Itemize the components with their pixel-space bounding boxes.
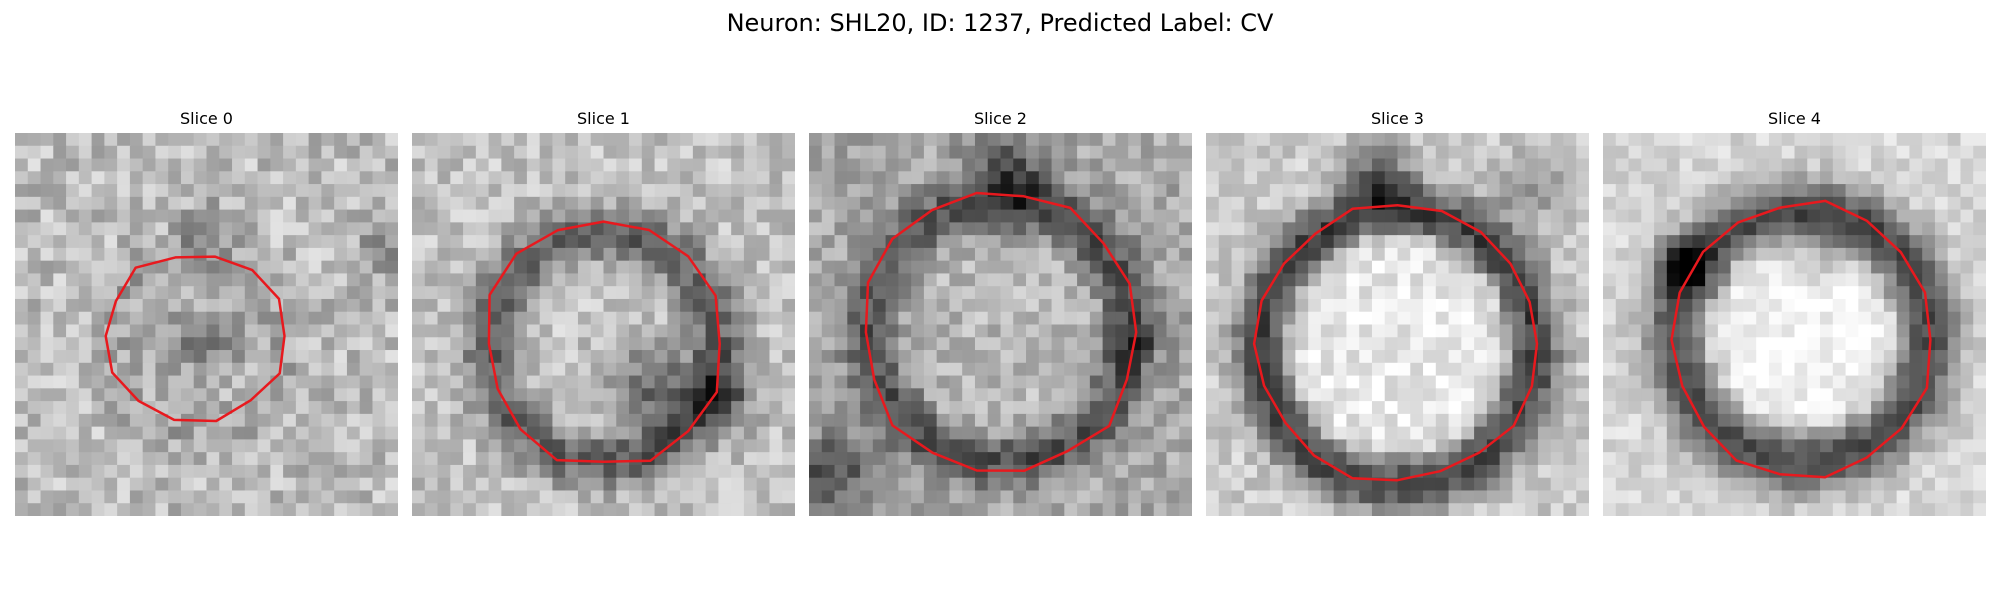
slice-image-1 [412, 133, 795, 516]
slice-title-2: Slice 2 [974, 109, 1027, 128]
slice-image-4 [1603, 133, 1986, 516]
slice-panel-4: Slice 4 [1603, 108, 1986, 516]
slice-image-0 [15, 133, 398, 516]
slice-panel-3: Slice 3 [1206, 108, 1589, 516]
contour-4 [1670, 199, 1932, 479]
slice-image-3 [1206, 133, 1589, 516]
contour-2 [864, 191, 1138, 472]
slice-panel-2: Slice 2 [809, 108, 1192, 516]
figure-title: Neuron: SHL20, ID: 1237, Predicted Label… [726, 9, 1274, 37]
contour-3 [1252, 203, 1539, 482]
slice-panel-1: Slice 1 [412, 108, 795, 516]
contour-0 [104, 255, 286, 423]
slice-title-4: Slice 4 [1768, 109, 1821, 128]
slice-title-3: Slice 3 [1371, 109, 1424, 128]
slice-title-0: Slice 0 [180, 109, 233, 128]
slice-image-2 [809, 133, 1192, 516]
contour-1 [487, 220, 721, 464]
slice-panel-0: Slice 0 [15, 108, 398, 516]
slice-title-1: Slice 1 [577, 109, 630, 128]
